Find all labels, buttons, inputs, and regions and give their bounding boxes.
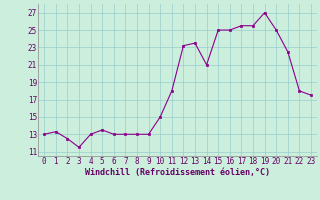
X-axis label: Windchill (Refroidissement éolien,°C): Windchill (Refroidissement éolien,°C) — [85, 168, 270, 177]
